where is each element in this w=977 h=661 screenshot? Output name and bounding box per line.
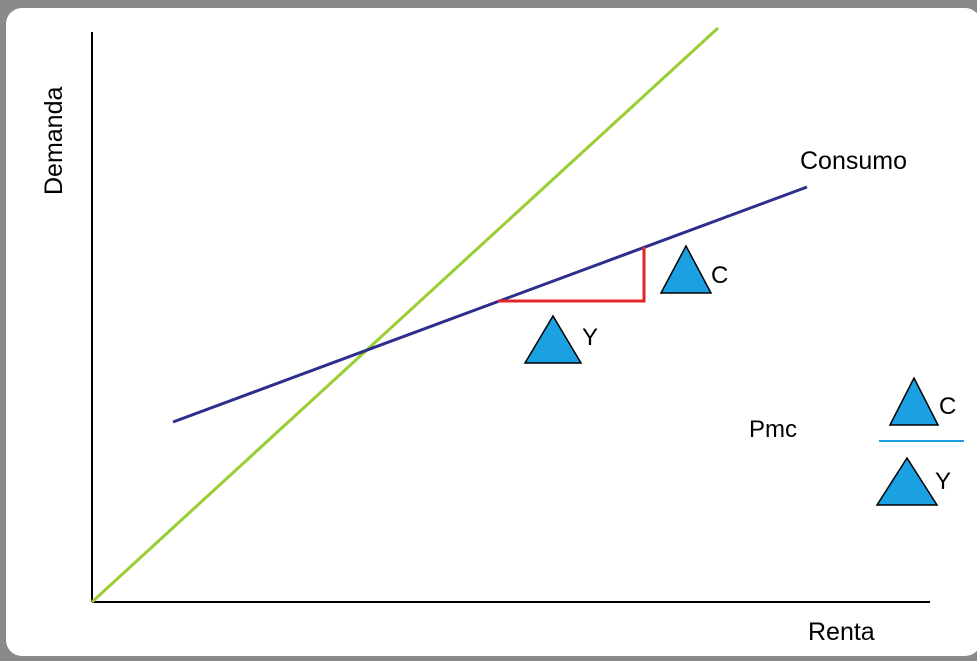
pmc-c-label: C [939,393,956,420]
delta-y-icon [523,314,583,364]
pmc-y-label: Y [935,468,951,495]
pmc-delta-c-icon [888,376,940,426]
delta-y-label: Y [582,324,598,351]
consumption-line [172,185,808,424]
slope-triangle [498,247,646,303]
delta-c-icon [659,244,713,294]
x-axis-label: Renta [808,618,875,646]
delta-c-label: C [711,262,728,289]
consumo-label: Consumo [800,147,907,175]
y-axis-label: Demanda [40,87,68,195]
pmc-label: Pmc [749,416,797,443]
pmc-delta-y-icon [875,456,939,506]
line-45-degree [90,26,720,604]
diagram-panel [6,8,977,656]
